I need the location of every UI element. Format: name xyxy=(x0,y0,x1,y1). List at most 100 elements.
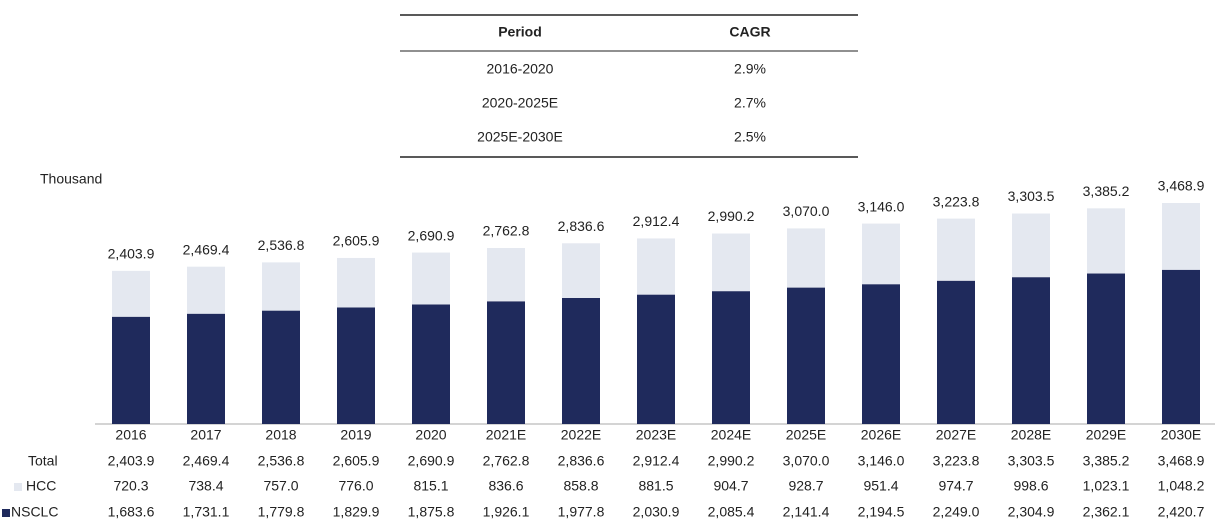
bar-segment xyxy=(637,238,675,295)
total-label: 2,912.4 xyxy=(633,213,680,229)
table-cell: 2,836.6 xyxy=(558,453,605,469)
table-cell: 2,420.7 xyxy=(1158,504,1205,520)
table-cell: 2.7% xyxy=(734,95,766,111)
x-tick-label: 2017 xyxy=(190,427,221,443)
table-cell: 1,829.9 xyxy=(333,504,380,520)
table-cell: 2,249.0 xyxy=(933,504,980,520)
total-label: 2,762.8 xyxy=(483,223,530,239)
bar-segment xyxy=(937,218,975,281)
table-cell: 928.7 xyxy=(788,478,823,494)
table-cell: 2.5% xyxy=(734,129,766,145)
bar-segment xyxy=(112,316,150,424)
table-cell: 757.0 xyxy=(263,478,298,494)
bar-segment xyxy=(562,243,600,298)
total-label: 2,403.9 xyxy=(108,246,155,262)
table-cell: 2,469.4 xyxy=(183,453,230,469)
total-label: 3,468.9 xyxy=(1158,178,1205,194)
table-cell: 2,690.9 xyxy=(408,453,455,469)
bar-segment xyxy=(1162,203,1200,270)
table-cell: 1,926.1 xyxy=(483,504,530,520)
bar-segment xyxy=(562,297,600,424)
table-cell: 2,990.2 xyxy=(708,453,755,469)
total-label: 2,536.8 xyxy=(258,237,305,253)
total-label: 3,146.0 xyxy=(858,198,905,214)
x-tick-label: 2030E xyxy=(1161,427,1201,443)
table-cell: 3,303.5 xyxy=(1008,453,1055,469)
table-cell: 836.6 xyxy=(488,478,523,494)
table-cell: 1,048.2 xyxy=(1158,478,1205,494)
bar-segment xyxy=(637,294,675,424)
total-label: 2,836.6 xyxy=(558,218,605,234)
bar-segment xyxy=(787,287,825,424)
table-cell: 2,085.4 xyxy=(708,504,755,520)
legend-label: NSCLC xyxy=(11,504,58,520)
x-tick-label: 2020 xyxy=(415,427,446,443)
bar-segment xyxy=(712,291,750,424)
x-tick-label: 2016 xyxy=(115,427,146,443)
table-cell: 2,141.4 xyxy=(783,504,830,520)
table-cell: 3,070.0 xyxy=(783,453,830,469)
table-cell: 2020-2025E xyxy=(482,95,558,111)
table-cell: 2,912.4 xyxy=(633,453,680,469)
bar-segment xyxy=(487,247,525,302)
table-cell: 2,304.9 xyxy=(1008,504,1055,520)
x-tick-label: 2028E xyxy=(1011,427,1051,443)
bar-segment xyxy=(862,284,900,424)
table-cell: 1,683.6 xyxy=(108,504,155,520)
total-label: 2,605.9 xyxy=(333,233,380,249)
table-cell: 974.7 xyxy=(938,478,973,494)
bar-segment xyxy=(337,257,375,308)
table-cell: 3,468.9 xyxy=(1158,453,1205,469)
bar-segment xyxy=(412,252,450,305)
table-cell: 2,362.1 xyxy=(1083,504,1130,520)
bar-segment xyxy=(262,310,300,424)
table-cell: 3,223.8 xyxy=(933,453,980,469)
bar-segment xyxy=(862,223,900,285)
total-label: 3,070.0 xyxy=(783,203,830,219)
x-tick-label: 2026E xyxy=(861,427,901,443)
table-cell: 2,403.9 xyxy=(108,453,155,469)
bar-segment xyxy=(1162,269,1200,424)
bar-segment xyxy=(712,233,750,292)
unit-label: Thousand xyxy=(40,171,102,187)
table-cell: 2,030.9 xyxy=(633,504,680,520)
table-cell: 2,536.8 xyxy=(258,453,305,469)
x-tick-label: 2024E xyxy=(711,427,751,443)
table-cell: 3,385.2 xyxy=(1083,453,1130,469)
bar-segment xyxy=(1087,273,1125,424)
bar-segment xyxy=(412,304,450,424)
table-cell: 2,762.8 xyxy=(483,453,530,469)
bar-segment xyxy=(187,266,225,314)
bar-segment xyxy=(187,313,225,424)
table-cell: 720.3 xyxy=(113,478,148,494)
bar-segment xyxy=(112,270,150,317)
x-tick-label: 2029E xyxy=(1086,427,1126,443)
bar-segment xyxy=(1087,208,1125,274)
x-tick-label: 2023E xyxy=(636,427,676,443)
table-cell: 881.5 xyxy=(638,478,673,494)
bar-segment xyxy=(1012,277,1050,424)
table-cell: 1,023.1 xyxy=(1083,478,1130,494)
table-cell: 2.9% xyxy=(734,61,766,77)
total-label: 2,469.4 xyxy=(183,241,230,257)
x-tick-label: 2022E xyxy=(561,427,601,443)
table-header: CAGR xyxy=(729,24,770,40)
legend-label: HCC xyxy=(26,478,56,494)
x-tick-label: 2019 xyxy=(340,427,371,443)
total-label: 2,990.2 xyxy=(708,208,755,224)
row-label: Total xyxy=(28,453,58,469)
table-cell: 2025E-2030E xyxy=(477,129,563,145)
table-cell: 738.4 xyxy=(188,478,223,494)
bar-segment xyxy=(787,228,825,288)
total-label: 3,385.2 xyxy=(1083,183,1130,199)
table-cell: 2016-2020 xyxy=(487,61,554,77)
table-cell: 2,605.9 xyxy=(333,453,380,469)
table-cell: 1,779.8 xyxy=(258,504,305,520)
total-label: 3,303.5 xyxy=(1008,188,1055,204)
bar-segment xyxy=(487,301,525,424)
x-tick-label: 2018 xyxy=(265,427,296,443)
total-label: 2,690.9 xyxy=(408,227,455,243)
table-header: Period xyxy=(498,24,542,40)
x-tick-label: 2021E xyxy=(486,427,526,443)
